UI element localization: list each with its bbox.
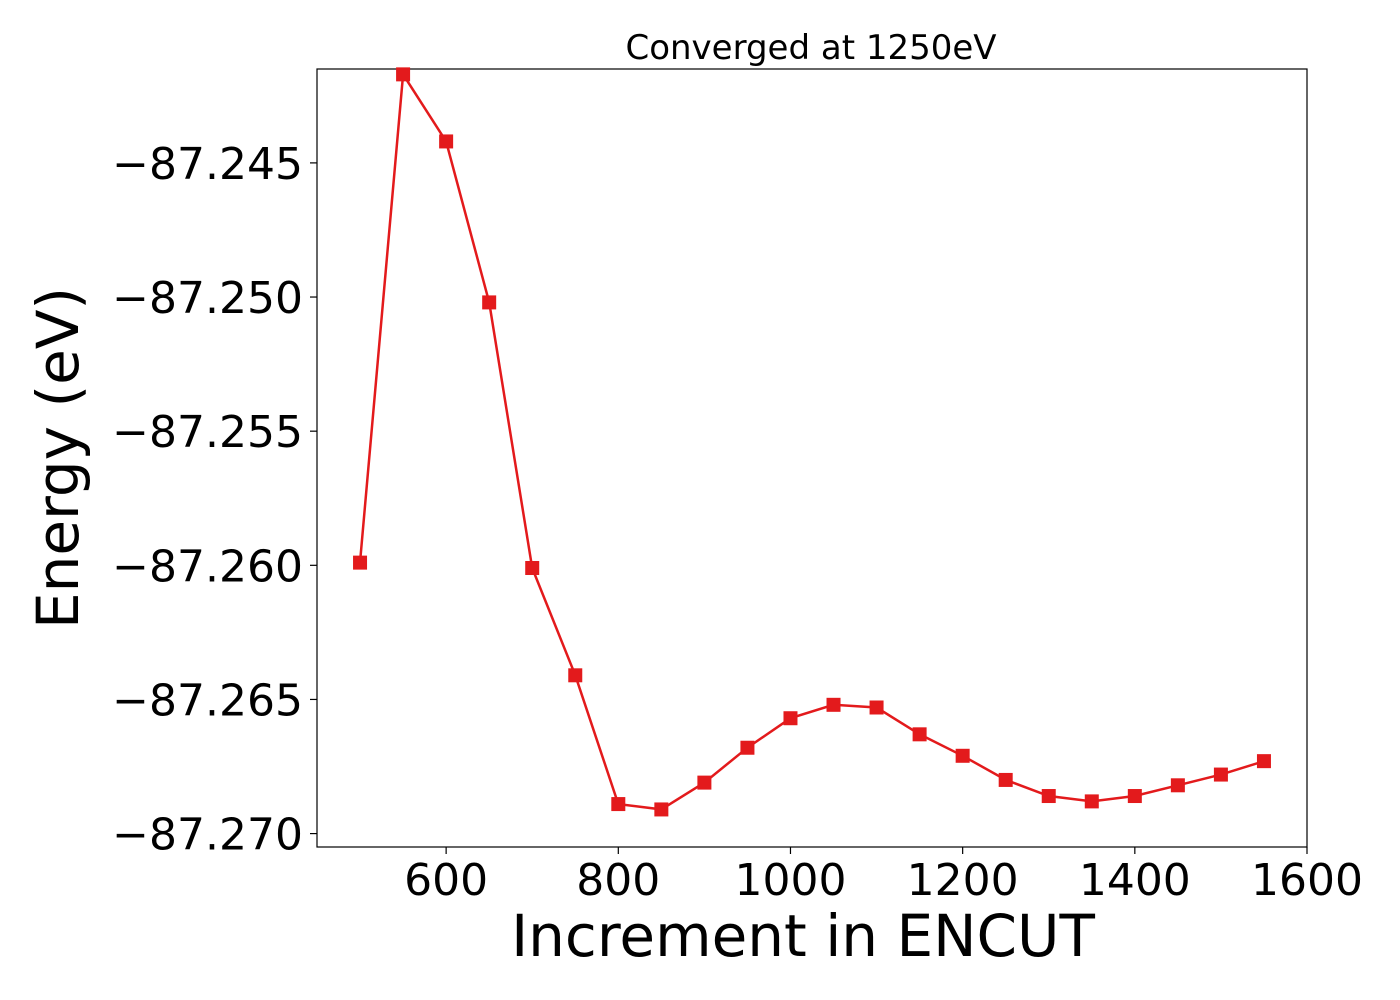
x-axis-label: Increment in ENCUT <box>511 902 1095 970</box>
data-point-marker <box>998 772 1013 787</box>
x-tick-label: 800 <box>576 855 660 906</box>
data-point-marker <box>955 748 970 763</box>
x-tick-label: 600 <box>404 855 488 906</box>
data-point-marker <box>654 802 669 817</box>
data-point-marker <box>353 555 368 570</box>
data-point-marker <box>525 560 540 575</box>
y-tick-label: −87.270 <box>112 810 303 861</box>
data-point-marker <box>611 797 626 812</box>
data-point-marker <box>1084 794 1099 809</box>
x-axis-ticks: 600 800 1000 1200 1400 1600 <box>404 847 1363 906</box>
x-tick-label: 1600 <box>1251 855 1363 906</box>
data-point-marker <box>1041 789 1056 804</box>
series-markers <box>353 67 1271 817</box>
x-tick-label: 1200 <box>907 855 1019 906</box>
data-point-marker <box>912 727 927 742</box>
y-tick-label: −87.250 <box>112 273 303 324</box>
plot-frame <box>316 68 1308 848</box>
data-point-marker <box>439 134 454 149</box>
y-tick-label: −87.245 <box>112 139 303 190</box>
chart-title: Converged at 1250eV <box>625 28 996 68</box>
data-point-marker <box>869 700 884 715</box>
data-point-marker <box>396 67 411 82</box>
data-point-marker <box>740 740 755 755</box>
y-axis-label: Energy (eV) <box>24 287 92 629</box>
data-point-marker <box>697 775 712 790</box>
x-tick-label: 1400 <box>1079 855 1191 906</box>
data-point-marker <box>1170 778 1185 793</box>
x-tick-label: 1000 <box>734 855 846 906</box>
y-tick-label: −87.265 <box>112 675 303 726</box>
y-tick-label: −87.255 <box>112 407 303 458</box>
data-point-marker <box>1127 789 1142 804</box>
data-point-marker <box>1256 754 1271 769</box>
data-point-marker <box>1213 767 1228 782</box>
series-line <box>358 70 1265 811</box>
data-point-marker <box>568 668 583 683</box>
y-axis-ticks: −87.245 −87.250 −87.255 −87.260 −87.265 −87.2… <box>112 139 317 861</box>
data-point-marker <box>482 295 497 310</box>
y-tick-label: −87.260 <box>112 541 303 592</box>
data-point-marker <box>826 697 841 712</box>
data-point-marker <box>783 711 798 726</box>
